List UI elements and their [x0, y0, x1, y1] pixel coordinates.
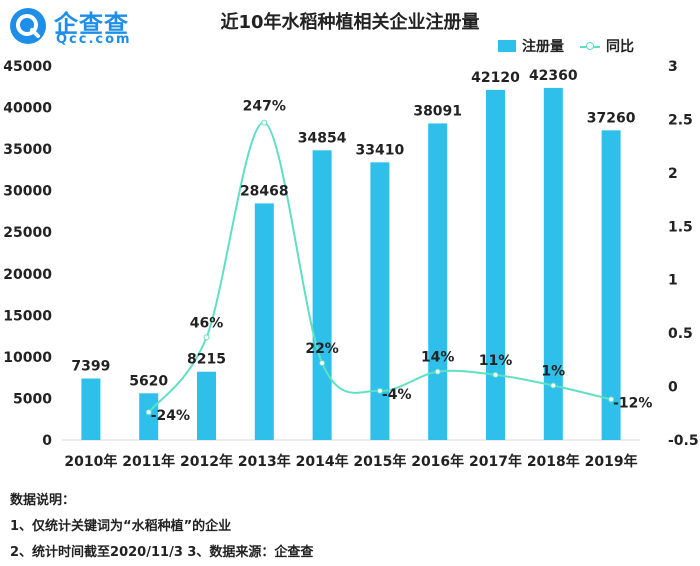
- y-left-tick-label: 20000: [3, 267, 52, 283]
- bar-value-label: 5620: [129, 373, 168, 389]
- bar: [81, 378, 101, 440]
- logo-domain: Qcc.com: [56, 32, 132, 47]
- notes-line-1: 1、仅统计关键词为“水稻种植”的企业: [10, 519, 232, 534]
- combo-chart: 0 5000 10000 15000 20000 25000 30000 35000 40000…: [3, 59, 699, 470]
- yoy-point: [319, 360, 326, 367]
- x-tick-label: 2013年: [238, 453, 291, 470]
- legend-swatch-bar: [498, 40, 516, 52]
- x-tick-label: 2018年: [527, 453, 580, 470]
- legend-swatch-line: [580, 40, 600, 52]
- yoy-value-label: 11%: [479, 353, 513, 369]
- x-tick-label: 2012年: [180, 453, 233, 470]
- notes-line-2: 2、统计时间截至2020/11/3 3、数据来源：企查查: [10, 545, 314, 560]
- y-right-tick-label: -0.5: [668, 433, 699, 449]
- bar-value-label: 34854: [298, 130, 347, 146]
- y-left-tick-label: 0: [42, 433, 52, 449]
- y-right-tick-label: 0: [668, 380, 678, 396]
- yoy-point: [550, 382, 557, 389]
- x-tick-label: 2015年: [353, 453, 406, 470]
- bar: [370, 162, 390, 440]
- y-left-tick-label: 40000: [3, 101, 52, 117]
- yoy-point: [145, 409, 152, 416]
- x-tick-label: 2014年: [296, 453, 349, 470]
- legend-label-bar: 注册量: [522, 39, 564, 55]
- yoy-line: [147, 121, 612, 413]
- yoy-value-label: -4%: [382, 387, 412, 403]
- bar-value-label: 42360: [529, 68, 578, 84]
- bar-value-label: 28468: [240, 183, 289, 199]
- chart-legend: 注册量 同比: [498, 36, 634, 56]
- y-left-tick-label: 15000: [3, 308, 52, 324]
- qcc-logo-icon: [10, 8, 46, 44]
- y-left-tick-label: 25000: [3, 225, 52, 241]
- bar-value-label: 7399: [71, 359, 110, 375]
- x-tick-label: 2017年: [469, 453, 522, 470]
- bar: [254, 203, 274, 440]
- yoy-value-label: 247%: [243, 99, 286, 115]
- x-tick-label: 2016年: [411, 453, 464, 470]
- bar-value-label: 37260: [587, 110, 636, 126]
- y-left-tick-label: 30000: [3, 184, 52, 200]
- yoy-value-label: -24%: [151, 408, 190, 424]
- y-right-tick-label: 3: [668, 59, 678, 75]
- bar: [543, 87, 563, 440]
- bar: [428, 123, 448, 441]
- bar: [139, 393, 159, 440]
- y-right-tick-label: 2.5: [668, 112, 693, 128]
- yoy-point: [376, 387, 383, 394]
- bar-value-label: 38091: [413, 103, 462, 119]
- y-right-tick-label: 1.5: [668, 219, 693, 235]
- yoy-value-label: 46%: [190, 315, 224, 331]
- notes-heading: 数据说明：: [10, 493, 76, 508]
- qcc-logo: 企查查 Qcc.com: [8, 6, 158, 50]
- logo-wordmark: 企查查: [54, 10, 129, 38]
- yoy-value-label: 14%: [421, 350, 455, 366]
- yoy-value-label: 1%: [541, 364, 565, 380]
- bar: [486, 89, 505, 440]
- bar: [312, 150, 332, 441]
- bar-value-label: 33410: [356, 142, 405, 158]
- yoy-value-label: -12%: [613, 395, 652, 411]
- yoy-point: [261, 119, 268, 126]
- y-left-tick-label: 10000: [3, 350, 52, 366]
- yoy-value-label: 22%: [305, 341, 339, 357]
- y-left-tick-label: 35000: [3, 142, 52, 158]
- bar: [197, 371, 216, 440]
- yoy-point: [608, 396, 615, 403]
- y-right-tick-label: 1: [668, 273, 678, 289]
- bar-value-label: 8215: [187, 352, 226, 368]
- y-left-tick-label: 5000: [13, 391, 52, 407]
- y-left-tick-label: 45000: [3, 59, 52, 75]
- yoy-point: [492, 371, 499, 378]
- yoy-point: [203, 334, 210, 341]
- chart-title: 近10年水稻种植相关企业注册量: [220, 12, 480, 33]
- legend-label-line: 同比: [606, 39, 634, 55]
- bar: [601, 130, 621, 440]
- x-tick-label: 2010年: [64, 453, 117, 470]
- data-notes: 数据说明： 1、仅统计关键词为“水稻种植”的企业 2、统计时间截至2020/11…: [10, 488, 313, 566]
- y-right-tick-label: 0.5: [668, 326, 693, 342]
- x-tick-label: 2019年: [585, 453, 638, 470]
- bar-value-label: 42120: [471, 70, 520, 86]
- y-right-tick-label: 2: [668, 166, 678, 182]
- yoy-point: [434, 368, 441, 375]
- x-tick-label: 2011年: [122, 453, 175, 470]
